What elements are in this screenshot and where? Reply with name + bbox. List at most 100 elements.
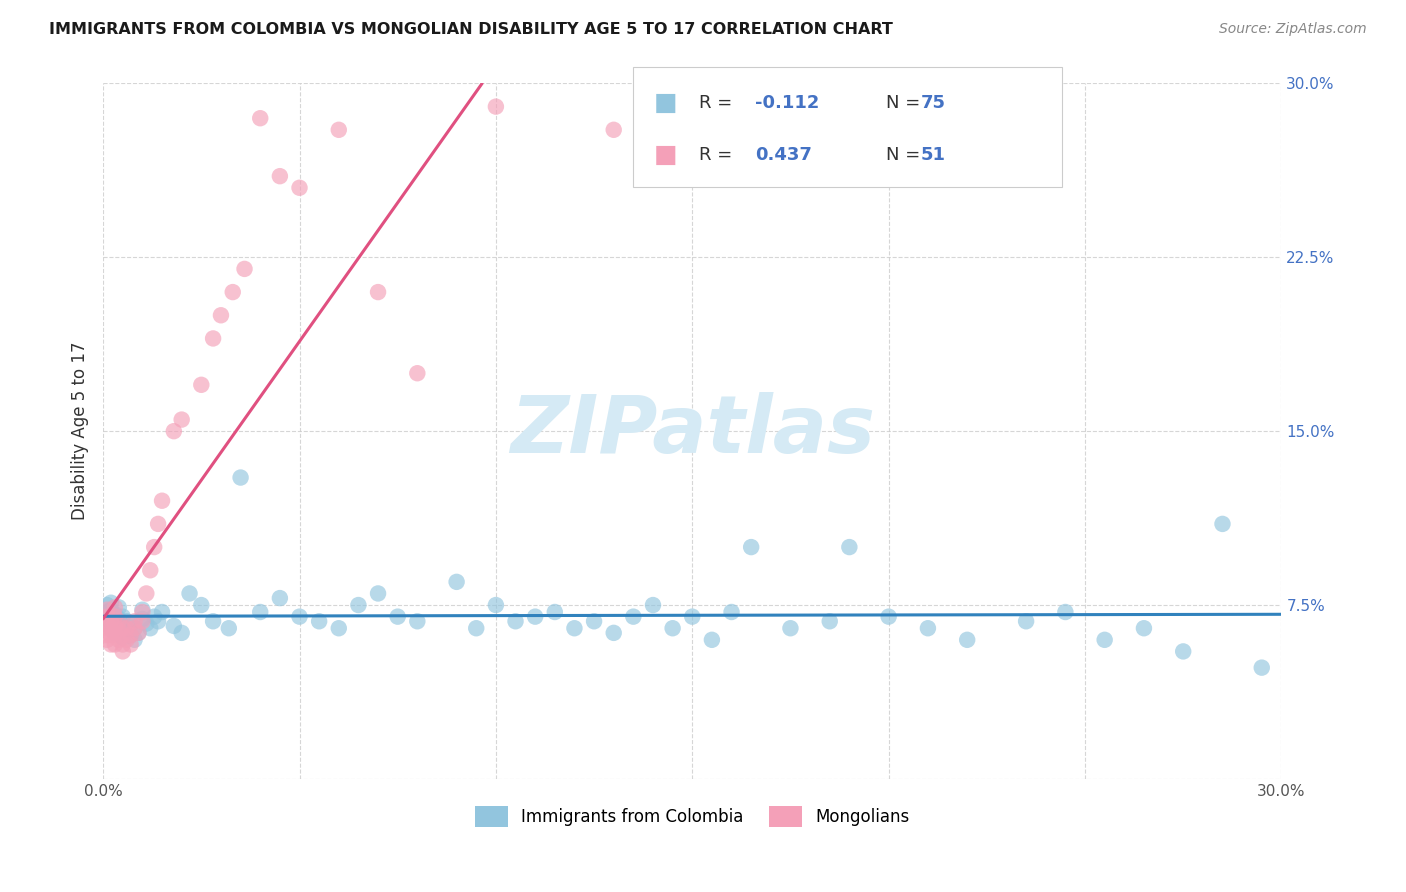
Point <box>564 621 586 635</box>
Point <box>917 621 939 635</box>
Point <box>621 609 644 624</box>
Text: 0.437: 0.437 <box>755 146 811 164</box>
Point <box>249 112 271 126</box>
Point <box>115 632 138 647</box>
Point <box>96 616 118 631</box>
Point <box>108 600 131 615</box>
Point <box>100 609 122 624</box>
Point <box>1173 644 1195 658</box>
Point <box>111 631 134 645</box>
Point <box>100 596 122 610</box>
Point <box>104 619 127 633</box>
Point <box>544 605 567 619</box>
Point <box>485 100 508 114</box>
Point <box>222 285 245 299</box>
Point <box>131 614 153 628</box>
Text: R =: R = <box>699 146 733 164</box>
Point <box>170 625 193 640</box>
Text: N =: N = <box>886 94 920 112</box>
Point <box>190 377 212 392</box>
Point <box>602 625 624 640</box>
Point <box>700 632 723 647</box>
Point <box>218 621 240 635</box>
Point <box>111 621 134 635</box>
Legend: Immigrants from Colombia, Mongolians: Immigrants from Colombia, Mongolians <box>468 799 917 833</box>
Point <box>524 609 547 624</box>
Point <box>104 637 127 651</box>
Point <box>108 632 131 647</box>
Point <box>135 616 157 631</box>
Text: 51: 51 <box>921 146 946 164</box>
Point <box>485 598 508 612</box>
Point <box>308 614 330 628</box>
Point <box>131 603 153 617</box>
Point <box>120 628 142 642</box>
Point <box>108 624 131 638</box>
Y-axis label: Disability Age 5 to 17: Disability Age 5 to 17 <box>72 342 89 520</box>
Point <box>387 609 409 624</box>
Point <box>269 591 291 606</box>
Point <box>127 625 149 640</box>
Point <box>583 614 606 628</box>
Point <box>127 625 149 640</box>
Point <box>1054 605 1077 619</box>
Point <box>139 563 162 577</box>
Point <box>115 621 138 635</box>
Point <box>111 637 134 651</box>
Point <box>135 586 157 600</box>
Text: R =: R = <box>699 94 733 112</box>
Point <box>124 614 146 628</box>
Point <box>661 621 683 635</box>
Point <box>100 628 122 642</box>
Text: 75: 75 <box>921 94 946 112</box>
Point <box>108 612 131 626</box>
Point <box>111 619 134 633</box>
Point <box>150 605 173 619</box>
Text: -0.112: -0.112 <box>755 94 820 112</box>
Point <box>779 621 801 635</box>
Text: ZIPatlas: ZIPatlas <box>510 392 875 470</box>
Point <box>96 621 118 635</box>
Point <box>100 621 122 635</box>
Point <box>96 603 118 617</box>
Point <box>100 621 122 635</box>
Point <box>143 540 166 554</box>
Point <box>347 598 370 612</box>
Point <box>96 632 118 647</box>
Point <box>163 424 186 438</box>
Point <box>202 614 225 628</box>
Point <box>115 614 138 628</box>
Point <box>720 605 742 619</box>
Text: ■: ■ <box>654 143 678 167</box>
Point <box>170 412 193 426</box>
Point <box>104 625 127 640</box>
Point <box>120 616 142 631</box>
Point <box>1133 621 1156 635</box>
Text: N =: N = <box>886 146 920 164</box>
Point <box>120 628 142 642</box>
Point <box>602 123 624 137</box>
Point <box>406 614 429 628</box>
Point <box>406 366 429 380</box>
Point <box>131 605 153 619</box>
Point <box>124 621 146 635</box>
Point <box>1015 614 1038 628</box>
Point <box>108 614 131 628</box>
Point <box>104 607 127 622</box>
Point <box>877 609 900 624</box>
Text: ■: ■ <box>654 91 678 114</box>
Point <box>104 609 127 624</box>
Point <box>146 614 169 628</box>
Point <box>150 493 173 508</box>
Point <box>163 619 186 633</box>
Point <box>111 644 134 658</box>
Point <box>96 605 118 619</box>
Point <box>1094 632 1116 647</box>
Point <box>104 600 127 615</box>
Point <box>124 632 146 647</box>
Point <box>111 609 134 624</box>
Point <box>269 169 291 184</box>
Point <box>956 632 979 647</box>
Point <box>446 574 468 589</box>
Point <box>641 598 664 612</box>
